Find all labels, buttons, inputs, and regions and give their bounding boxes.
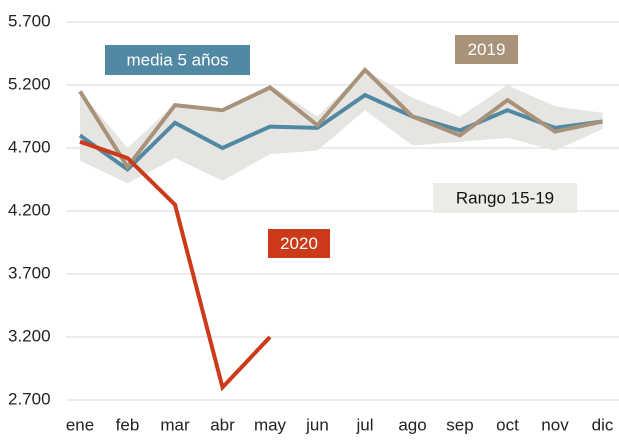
x-tick-label: jul — [355, 415, 373, 434]
legend-label: 2019 — [468, 40, 506, 59]
y-tick-label: 4.700 — [8, 137, 51, 156]
y-tick-label: 3.200 — [8, 326, 51, 345]
y-tick-label: 3.700 — [8, 263, 51, 282]
label-box — [455, 35, 518, 64]
x-tick-label: ene — [66, 415, 94, 434]
x-tick-label: oct — [496, 415, 519, 434]
legend-label: media 5 años — [126, 50, 228, 69]
series-line — [78, 92, 603, 173]
y-tick-label: 2.700 — [8, 389, 51, 408]
series-line — [78, 66, 603, 171]
range-label: Rango 15-19 — [456, 188, 554, 207]
x-tick-label: nov — [541, 415, 569, 434]
legend-label: 2020 — [280, 234, 318, 253]
x-tick-label: dic — [592, 415, 614, 434]
y-tick-label: 5.700 — [8, 11, 51, 30]
x-tick-label: may — [254, 415, 287, 434]
x-tick-label: mar — [160, 415, 190, 434]
y-tick-label: 4.200 — [8, 200, 51, 219]
x-tick-label: sep — [446, 415, 473, 434]
series-line — [79, 139, 272, 392]
y-tick-label: 5.200 — [8, 74, 51, 93]
label-box — [268, 229, 330, 258]
x-tick-label: feb — [116, 415, 140, 434]
x-tick-label: ago — [398, 415, 426, 434]
label-box — [105, 45, 250, 75]
x-tick-label: abr — [210, 415, 235, 434]
label-box — [433, 183, 577, 213]
x-tick-label: jun — [305, 415, 329, 434]
range-band — [80, 69, 603, 184]
